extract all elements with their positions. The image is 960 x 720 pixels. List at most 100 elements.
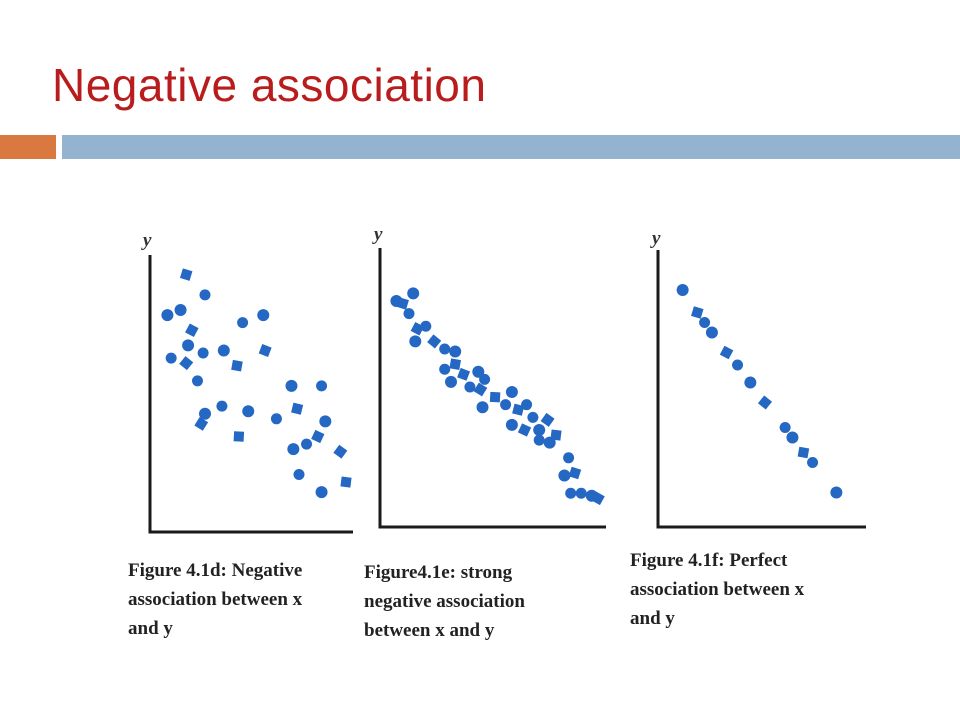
chart-1-point [316, 380, 328, 392]
chart-1-point [270, 413, 282, 425]
chart-2-point [449, 345, 462, 358]
chart-3-point [830, 486, 843, 499]
chart-3-point [691, 306, 704, 319]
chart-2-point [445, 375, 457, 388]
chart-2-point [476, 401, 489, 414]
chart-2-point [403, 308, 415, 320]
chart-2-point [457, 367, 471, 381]
chart-2-axes [378, 248, 606, 529]
chart-2-point [473, 382, 488, 397]
chart-3-point [719, 345, 734, 360]
chart-1-point [237, 317, 249, 329]
chart-3-point [676, 284, 689, 296]
chart-2-caption-line: negative association [364, 591, 525, 612]
chart-1-caption-line: and y [128, 618, 173, 639]
chart-3-caption: Figure 4.1f: Perfect association between… [630, 546, 804, 633]
chart-2-point [500, 399, 512, 411]
chart-2-point [533, 423, 546, 436]
chart-3-point [705, 326, 718, 339]
chart-2-point [427, 334, 442, 349]
chart-1-point [182, 339, 195, 352]
chart-2-caption-line: between x and y [364, 620, 495, 641]
chart-3-point [744, 376, 757, 389]
chart-2-point [575, 487, 587, 499]
chart-2-point [409, 335, 422, 348]
chart-2-point [396, 297, 409, 310]
chart-2-point [407, 287, 420, 300]
chart-2-point [489, 391, 501, 403]
chart-1-point [174, 304, 187, 317]
chart-3-point [699, 317, 711, 328]
chart-2-caption-line: Figure4.1e: strong [364, 562, 513, 583]
chart-1-point [165, 352, 177, 364]
chart-2-point [512, 403, 525, 416]
chart-2-point [449, 358, 461, 370]
chart-1-point [340, 476, 352, 488]
chart-3-point [779, 422, 791, 433]
chart-2-point [439, 343, 451, 355]
chart-3-point [786, 431, 799, 444]
chart-1-caption: Figure 4.1d: Negative association betwee… [128, 556, 302, 643]
chart-3-point [732, 359, 744, 371]
chart-1-point [161, 309, 174, 322]
chart-2-point [464, 381, 476, 393]
chart-2-point [420, 320, 432, 332]
chart-1-point [179, 268, 193, 281]
chart-2-y-label: y [374, 224, 383, 245]
accent-bar-orange [0, 135, 56, 159]
chart-1-point [217, 344, 230, 357]
chart-2-scatter-plot [378, 248, 606, 529]
chart-3-axes [656, 250, 866, 529]
chart-1-point [231, 359, 243, 372]
chart-1-y-label: y [143, 230, 152, 251]
chart-2-point [521, 399, 533, 411]
chart-3-caption-line: and y [630, 608, 675, 629]
chart-2-point [568, 466, 582, 480]
chart-3-point [807, 457, 819, 468]
accent-bar-blue [62, 135, 960, 159]
chart-1-point [301, 438, 313, 450]
chart-2-point [550, 429, 562, 441]
chart-1-point [179, 356, 194, 371]
chart-1-point [197, 347, 209, 359]
slide-title: Negative association [52, 59, 487, 111]
chart-1-point [293, 468, 305, 480]
chart-2-point [472, 365, 485, 378]
chart-2-point [527, 411, 539, 423]
chart-3-caption-line: Figure 4.1f: Perfect [630, 550, 788, 571]
chart-2-point [558, 469, 571, 482]
chart-2-point [533, 434, 545, 446]
chart-2-point [540, 412, 555, 427]
chart-1-point [291, 402, 304, 415]
chart-1-point [258, 344, 272, 357]
chart-2-point [565, 487, 577, 499]
chart-1-point [199, 289, 211, 301]
chart-1-point [233, 431, 245, 442]
chart-2-point [505, 386, 518, 399]
chart-1-point [257, 309, 270, 322]
chart-1-point [319, 415, 332, 428]
chart-1-point [185, 323, 199, 338]
chart-1-point [287, 443, 300, 456]
chart-2-caption: Figure4.1e: strong negative association … [364, 558, 525, 645]
chart-1-caption-line: association between x [128, 589, 303, 610]
chart-1-caption-line: Figure 4.1d: Negative [128, 560, 303, 581]
chart-1-point [194, 416, 209, 431]
chart-3-y-label: y [652, 228, 661, 249]
chart-1-point [191, 375, 203, 387]
chart-1-point [216, 400, 228, 412]
chart-2-point [479, 373, 491, 385]
chart-2-point [517, 423, 532, 437]
chart-1-point [311, 429, 325, 444]
chart-2-point [591, 491, 605, 506]
chart-1-point [315, 486, 328, 499]
chart-3-scatter-plot [656, 250, 866, 529]
chart-3-point [797, 446, 810, 459]
chart-1-point [333, 444, 348, 459]
chart-1-scatter-plot [148, 255, 353, 534]
chart-2-point [439, 363, 451, 375]
chart-3-caption-line: association between x [630, 579, 805, 600]
chart-1-point [199, 407, 211, 420]
chart-2-point [563, 452, 575, 464]
chart-1-point [285, 379, 298, 392]
